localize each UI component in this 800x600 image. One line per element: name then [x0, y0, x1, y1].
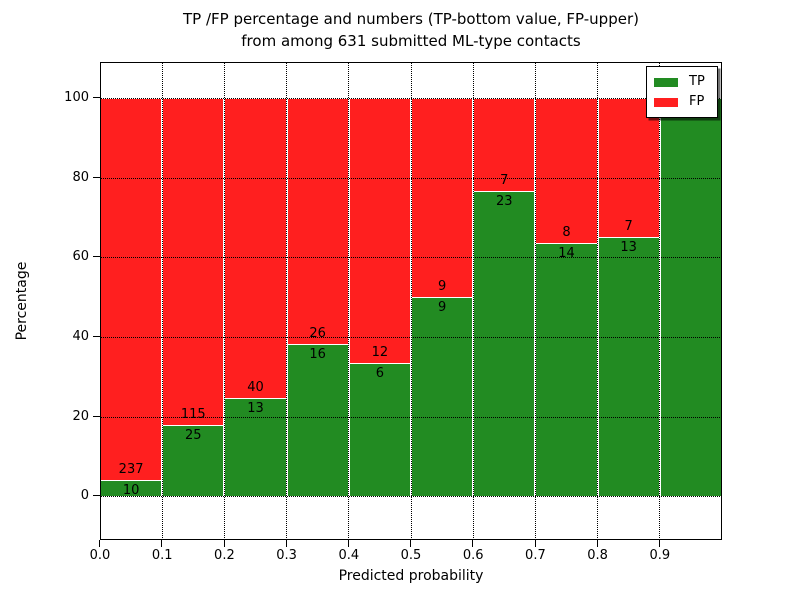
gridline-horizontal [100, 177, 722, 179]
tp-count-label: 13 [247, 401, 264, 417]
fp-color-swatch-icon [654, 97, 678, 107]
tp-count-label: 14 [558, 245, 575, 261]
legend-label-tp: TP [689, 74, 705, 89]
y-axis-label: Percentage [14, 261, 30, 341]
x-tick-label: 0.8 [587, 548, 608, 563]
bar-segment-fp [411, 97, 474, 297]
bar-segment-fp [473, 97, 536, 191]
x-tick-mark [161, 540, 163, 547]
y-tick-label: 20 [72, 408, 89, 424]
x-tick-label: 0.6 [462, 548, 484, 563]
y-tick-label: 100 [64, 89, 89, 105]
tp-count-label: 10 [122, 483, 140, 499]
gridline-horizontal [100, 97, 722, 99]
chart-title-line2: from among 631 submitted ML-type contact… [241, 32, 581, 50]
tp-count-label: 6 [375, 366, 385, 382]
legend-label-fp: FP [689, 94, 705, 109]
chart-title-line1: TP /FP percentage and numbers (TP-bottom… [183, 10, 639, 28]
gridline-vertical [659, 62, 661, 540]
gridline-vertical [286, 62, 288, 540]
x-tick-label: 0.2 [214, 548, 235, 563]
gridline-horizontal [100, 496, 722, 498]
fp-count-label: 40 [247, 380, 264, 396]
x-tick-mark [223, 540, 225, 547]
y-tick-label: 40 [72, 328, 89, 344]
gridline-vertical [348, 62, 350, 540]
x-tick-label: 0.4 [338, 548, 360, 563]
tp-count-label: 25 [185, 428, 202, 444]
tp-color-swatch-icon [654, 77, 678, 87]
bar-segment-tp [348, 363, 411, 497]
x-tick-mark [285, 540, 287, 547]
fp-count-label: 12 [371, 345, 389, 361]
y-tick-mark [93, 495, 100, 497]
y-tick-mark [93, 415, 100, 417]
fp-count-label: 237 [118, 462, 144, 478]
bar-segment-tp [162, 425, 225, 497]
x-tick-mark [348, 540, 350, 547]
tp-count-label: 16 [309, 347, 326, 363]
gridline-horizontal [100, 416, 722, 418]
bar-segment-fp [162, 97, 225, 426]
y-tick-mark [93, 176, 100, 178]
y-tick-mark [93, 256, 100, 258]
x-tick-label: 0.1 [151, 548, 173, 563]
bar-segment-tp [535, 242, 598, 497]
bar-segment-fp [224, 97, 287, 399]
x-tick-mark [596, 540, 598, 547]
bar-segment-tp [224, 398, 287, 497]
bar-segment-tp [473, 190, 536, 497]
tp-count-label: 13 [620, 240, 637, 256]
x-tick-mark [99, 540, 101, 547]
bar-segment-tp [597, 237, 660, 497]
y-tick-label: 0 [80, 488, 89, 504]
tp-count-label: 23 [496, 193, 513, 209]
legend-entry-tp: TP [654, 72, 711, 92]
bar-segment-fp [100, 97, 163, 481]
x-tick-mark [659, 540, 661, 547]
bar-segment-fp [348, 97, 411, 364]
bar-segment-tp [411, 297, 474, 497]
gridline-horizontal [100, 336, 722, 338]
x-axis-label: Predicted probability [338, 568, 484, 584]
gridline-horizontal [100, 257, 722, 259]
bar-segment-fp [535, 97, 598, 243]
x-tick-mark [534, 540, 536, 547]
legend-entry-fp: FP [654, 92, 711, 112]
x-tick-label: 0.9 [649, 548, 671, 563]
gridline-vertical [597, 62, 599, 540]
tp-count-label: 9 [437, 300, 447, 316]
x-tick-mark [472, 540, 474, 547]
bar-segment-tp [286, 344, 349, 497]
fp-count-label: 7 [500, 172, 509, 188]
x-tick-label: 0.7 [525, 548, 546, 563]
fp-count-label: 26 [309, 326, 326, 342]
gridline-vertical [534, 62, 536, 540]
gridline-vertical [472, 62, 474, 540]
bar-segment-fp [597, 97, 660, 238]
legend: TP FP [646, 66, 718, 118]
fp-count-label: 8 [562, 224, 571, 240]
bar-segment-fp [286, 97, 349, 345]
x-tick-label: 0.3 [276, 548, 297, 563]
fp-count-label: 115 [180, 407, 206, 423]
x-tick-label: 0.0 [89, 548, 111, 563]
gridline-vertical [161, 62, 163, 540]
fp-count-label: 9 [437, 279, 447, 295]
y-tick-label: 60 [72, 249, 89, 265]
gridline-vertical [410, 62, 412, 540]
x-tick-mark [410, 540, 412, 547]
y-tick-mark [93, 336, 100, 338]
fp-count-label: 7 [624, 219, 633, 235]
gridline-vertical [223, 62, 225, 540]
bar-segment-tp [659, 97, 722, 497]
x-tick-label: 0.5 [400, 548, 422, 563]
y-tick-mark [93, 97, 100, 99]
y-tick-label: 80 [72, 169, 89, 185]
